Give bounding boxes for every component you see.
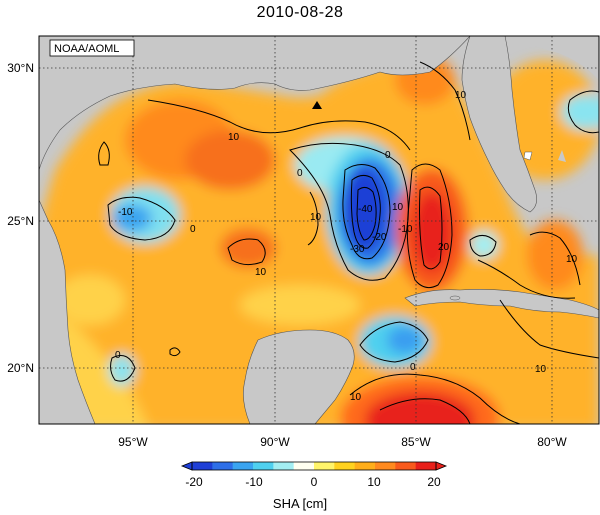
colorbar-swatch [253,462,274,470]
contour-label: 10 [350,392,362,403]
colorbar-tick: -20 [185,475,203,489]
colorbar-frame [191,461,437,471]
contour-label: -10 [398,224,413,235]
colorbar-swatch [354,462,376,470]
colorbar-swatch [232,462,254,470]
lake-okeechobee [523,151,533,161]
credit-box [49,39,135,57]
lon-tick: 95°W [118,435,148,449]
colorbar-ticks: -20 -10 0 10 20 [185,475,441,489]
colorbar-swatch [212,462,234,470]
colorbar-tick: 20 [427,475,441,489]
colorbar-swatch [415,462,437,470]
contour-label: 10 [566,254,578,265]
contour-label: -20 [372,232,387,243]
contour-label: 0 [410,362,416,373]
contour-label: 0 [297,168,303,179]
colorbar-swatch [273,462,295,470]
colorbar-swatch [334,462,356,470]
contour-label: 0 [190,224,196,235]
credit-text: NOAA/AOML [54,43,119,55]
colorbar-tick: 0 [311,475,318,489]
isla-juventud [449,295,461,301]
lon-tick: 80°W [537,435,567,449]
map-panel: 10 10 10 10 10 10 0 0 0 0 0 -10 -20 -30 … [39,36,599,424]
colorbar-label: SHA [cm] [272,496,328,511]
colorbar-swatch [314,462,335,470]
us-gulf-coast [39,36,471,171]
contour-label: 10 [228,132,240,143]
colorbar-swatch [375,462,396,470]
contour-label: 10 [455,90,467,101]
contour-lines [98,61,599,424]
bahamas-island [558,150,566,162]
mexico-coast [39,199,96,424]
anomaly-field [39,55,599,424]
colorbar-swatch [192,462,213,470]
colorbar [180,461,448,471]
contour-label: 10 [392,202,404,213]
colorbar-tick: 10 [367,475,381,489]
contour-label-group: 10 10 10 10 10 10 0 0 0 0 0 -10 -20 -30 … [115,90,578,403]
lon-tick: 85°W [401,435,431,449]
map-frame [38,35,600,425]
contour-label: 0 [385,150,391,161]
lat-tick: 30°N [7,61,34,75]
gridlines [39,36,599,424]
station-marker-icon [312,101,322,109]
contour-label: -30 [350,244,365,255]
lon-tick: 90°W [260,435,290,449]
colorbar-tick: -10 [245,475,263,489]
florida-peninsula [461,36,537,213]
contour-label: 20 [438,242,450,253]
contour-label: 10 [255,267,267,278]
lat-tick: 20°N [7,361,34,375]
lat-tick: 25°N [7,214,34,228]
colorbar-min-arrow [180,461,193,471]
map-title: 2010-08-28 [256,4,344,21]
contour-label: 10 [310,212,322,223]
colorbar-max-arrow [435,461,448,471]
colorbar-swatch [293,462,315,470]
colorbar-swatch [395,462,417,470]
contour-label: 0 [115,350,121,361]
atlantic-shelf-land [520,36,599,80]
contour-label: 10 [535,364,547,375]
contour-label: -40 [358,204,373,215]
yucatan-peninsula [243,329,355,424]
contour-label: -10 [118,207,133,218]
